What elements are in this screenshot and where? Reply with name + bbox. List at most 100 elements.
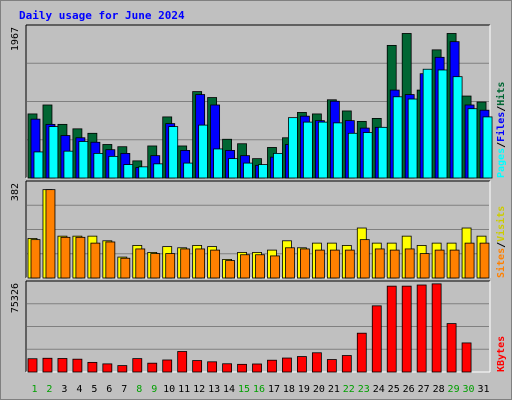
bar-kbytes-day-18 bbox=[282, 357, 292, 373]
bar-pages-day-20 bbox=[317, 121, 328, 179]
bar-sites-day-29 bbox=[449, 249, 460, 279]
bar-pages-day-9 bbox=[153, 163, 164, 179]
day-label-23: 23 bbox=[358, 384, 370, 395]
bar-kbytes-day-30 bbox=[461, 342, 472, 373]
bar-kbytes-day-10 bbox=[162, 359, 173, 373]
legend-item: / bbox=[496, 242, 507, 248]
legend-item: / bbox=[496, 106, 507, 112]
bar-pages-day-10 bbox=[168, 126, 179, 179]
bar-sites-day-14 bbox=[225, 260, 235, 279]
legend-item: Hits bbox=[495, 82, 507, 106]
bar-sites-day-25 bbox=[389, 249, 400, 279]
bar-pages-day-12 bbox=[198, 124, 209, 179]
bar-sites-day-12 bbox=[195, 248, 206, 279]
bar-sites-day-1 bbox=[30, 239, 41, 279]
bar-pages-day-3 bbox=[63, 150, 74, 179]
chart-title: Daily usage for June 2024 bbox=[19, 9, 185, 22]
panel-legend: KBytes bbox=[496, 336, 507, 372]
day-label-5: 5 bbox=[91, 384, 97, 395]
day-label-21: 21 bbox=[328, 384, 340, 395]
day-label-4: 4 bbox=[76, 384, 82, 395]
axis-max-label: 1967 bbox=[10, 27, 21, 51]
bar-pages-day-4 bbox=[78, 141, 89, 179]
bar-pages-day-17 bbox=[273, 153, 283, 179]
bar-kbytes-day-2 bbox=[42, 357, 53, 373]
bar-kbytes-day-5 bbox=[87, 361, 98, 373]
day-label-11: 11 bbox=[178, 384, 190, 395]
day-label-30: 30 bbox=[463, 384, 475, 395]
bar-sites-day-8 bbox=[135, 248, 146, 279]
bar-kbytes-day-15 bbox=[237, 363, 247, 373]
bar-sites-day-10 bbox=[165, 253, 176, 279]
bar-pages-day-26 bbox=[407, 98, 418, 179]
bar-kbytes-day-4 bbox=[72, 358, 83, 373]
day-label-19: 19 bbox=[298, 384, 310, 395]
bar-pages-day-28 bbox=[437, 69, 448, 179]
bar-kbytes-day-7 bbox=[117, 365, 128, 373]
bar-sites-day-23 bbox=[359, 239, 370, 279]
day-label-18: 18 bbox=[283, 384, 295, 395]
bar-sites-day-19 bbox=[300, 248, 310, 279]
day-label-2: 2 bbox=[46, 384, 52, 395]
day-label-24: 24 bbox=[373, 384, 385, 395]
bar-pages-day-22 bbox=[347, 132, 358, 179]
day-label-12: 12 bbox=[193, 384, 205, 395]
bar-pages-day-23 bbox=[362, 132, 373, 179]
panel-legend: Pages/Files/Hits bbox=[495, 82, 507, 178]
panel-legend: Sites/Visits bbox=[495, 206, 507, 278]
day-label-20: 20 bbox=[313, 384, 325, 395]
bar-kbytes-day-26 bbox=[401, 285, 412, 373]
day-label-1: 1 bbox=[31, 384, 37, 395]
day-label-13: 13 bbox=[208, 384, 220, 395]
bar-kbytes-day-11 bbox=[177, 351, 188, 373]
bar-pages-day-27 bbox=[422, 68, 433, 179]
bar-kbytes-day-8 bbox=[132, 358, 143, 373]
day-label-31: 31 bbox=[477, 384, 489, 395]
day-labels: 1 2 3 4 5 6 7 8 9 10 11 12 13 14 15 16 17 18 19 20 21 22 23 24 2… bbox=[31, 384, 489, 395]
panel-kbytes: 75326 KBytes bbox=[10, 280, 507, 373]
bar-sites-day-26 bbox=[404, 248, 415, 279]
legend-item: KBytes bbox=[496, 336, 507, 372]
bar-kbytes-day-12 bbox=[192, 360, 203, 373]
bar-kbytes-day-9 bbox=[147, 362, 158, 373]
bar-sites-day-7 bbox=[120, 257, 131, 279]
legend-item: Pages bbox=[496, 148, 507, 178]
legend-item: Sites bbox=[495, 248, 507, 278]
bar-kbytes-day-22 bbox=[341, 355, 352, 373]
day-label-15: 15 bbox=[238, 384, 250, 395]
bar-sites-day-22 bbox=[344, 249, 355, 279]
legend-item: / bbox=[496, 142, 507, 148]
bar-pages-day-5 bbox=[93, 153, 104, 179]
bar-kbytes-day-28 bbox=[431, 283, 442, 373]
bar-pages-day-18 bbox=[288, 117, 298, 179]
bar-pages-day-11 bbox=[183, 162, 194, 179]
bar-sites-day-4 bbox=[75, 236, 86, 279]
bar-kbytes-day-29 bbox=[446, 323, 457, 373]
bar-sites-day-9 bbox=[150, 253, 161, 279]
bar-kbytes-day-19 bbox=[297, 356, 307, 373]
day-label-14: 14 bbox=[223, 384, 235, 395]
bar-pages-day-1 bbox=[33, 151, 44, 179]
bar-sites-day-30 bbox=[464, 242, 475, 279]
bar-sites-day-24 bbox=[374, 248, 385, 279]
bar-sites-day-5 bbox=[90, 242, 101, 279]
bar-sites-day-28 bbox=[434, 249, 445, 279]
bar-sites-day-17 bbox=[270, 255, 280, 279]
bar-pages-day-13 bbox=[213, 148, 224, 179]
day-label-10: 10 bbox=[163, 384, 175, 395]
bar-kbytes-day-20 bbox=[311, 352, 322, 373]
bar-kbytes-day-23 bbox=[356, 332, 367, 373]
legend-item: Visits bbox=[495, 206, 507, 242]
bar-pages-day-31 bbox=[482, 116, 493, 179]
legend-item: Files bbox=[495, 112, 507, 142]
day-label-7: 7 bbox=[121, 384, 127, 395]
bar-pages-day-2 bbox=[48, 126, 59, 179]
day-label-16: 16 bbox=[253, 384, 265, 395]
day-label-26: 26 bbox=[403, 384, 415, 395]
bar-pages-day-30 bbox=[467, 108, 478, 179]
bar-sites-day-31 bbox=[479, 242, 490, 279]
bar-kbytes-day-27 bbox=[416, 284, 427, 373]
bar-kbytes-day-17 bbox=[267, 359, 277, 373]
